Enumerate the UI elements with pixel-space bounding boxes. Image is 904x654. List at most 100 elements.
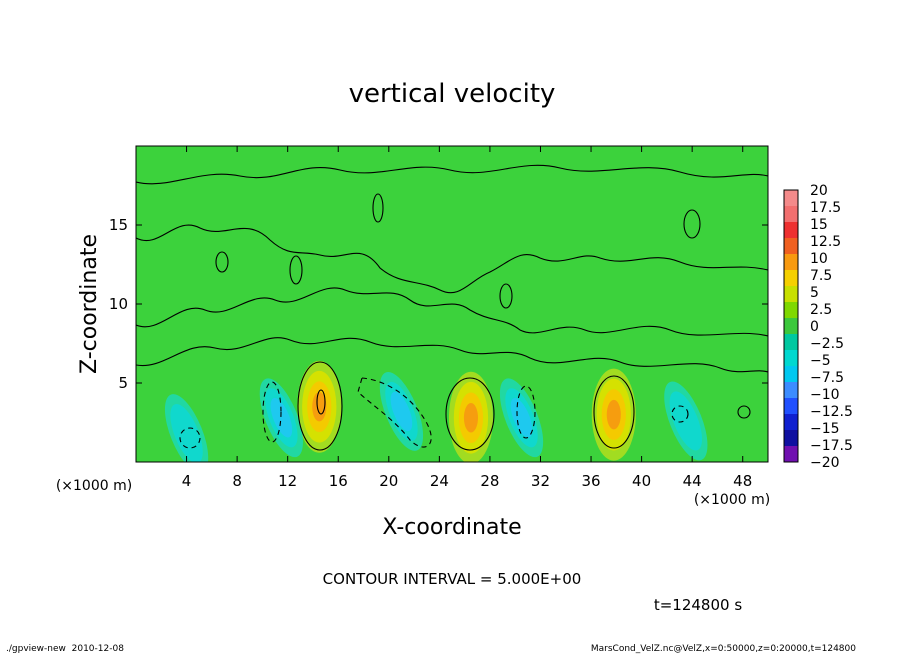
x-tick-label: 20 [379, 472, 398, 490]
colorbar-swatch [784, 414, 798, 431]
contour-top [136, 164, 768, 185]
contour-lines [136, 164, 768, 451]
y-tick-label: 5 [118, 374, 128, 392]
contour-small-2 [372, 193, 384, 223]
x-tick-label: 24 [430, 472, 449, 490]
colorbar-swatch [784, 254, 798, 271]
x-tick-label: 32 [531, 472, 550, 490]
updraft-1 [448, 371, 493, 462]
y-axis-label: Z-coordinate [77, 234, 102, 374]
contour-zero-upper [136, 224, 768, 294]
contour-zero-lower [136, 287, 768, 337]
time-label: t=124800 s [654, 596, 742, 614]
field-blob [510, 398, 533, 438]
x-tick-label: 8 [232, 472, 242, 490]
colorbar-label: −20 [810, 455, 840, 471]
contour-small-6 [737, 405, 751, 419]
colorbar-label: −12.5 [810, 404, 853, 420]
footer-left: ./gpview-new 2010-12-08 [6, 644, 124, 654]
x-tick-label: 28 [480, 472, 499, 490]
x-unit-label-right: (×1000 m) [694, 492, 770, 508]
field-blob [606, 399, 621, 430]
contour-updraft-3 [593, 375, 635, 449]
downdraft-4 [379, 372, 424, 451]
colorbar-label: 0 [810, 319, 819, 335]
contour-updraft-1-outer [297, 361, 343, 451]
contour-downdraft-5 [671, 405, 689, 423]
downdraft-7 [664, 381, 708, 461]
colorbar-label: 2.5 [810, 302, 832, 318]
footer-right: MarsCond_VelZ.nc@VelZ,x=0:50000,z=0:2000… [591, 644, 856, 654]
updraft-2 [591, 368, 636, 461]
field-blob [170, 404, 203, 462]
field-blob [390, 391, 413, 432]
downdraft-6 [164, 394, 209, 462]
colorbar-label: −2.5 [810, 336, 844, 352]
field-blob [270, 398, 293, 438]
colorbar-swatch [784, 206, 798, 223]
contour-updraft-1-inner [316, 389, 326, 415]
colorbar-label: 7.5 [810, 268, 832, 284]
colorbar-label: −10 [810, 387, 840, 403]
colorbar-swatch [784, 366, 798, 383]
field-blob [312, 391, 327, 422]
contour-small-1 [289, 255, 303, 285]
contour-small-3 [683, 209, 701, 239]
colorbar-swatch [784, 398, 798, 415]
colorbar-label: 12.5 [810, 234, 841, 250]
contour-downdraft-3 [516, 385, 536, 439]
x-tick-label: 4 [182, 472, 192, 490]
chart-title: vertical velocity [349, 79, 556, 109]
colorbar-swatch [784, 382, 798, 399]
field-blob [669, 391, 703, 451]
colorbar-swatch [784, 270, 798, 287]
colorbar-swatch [784, 302, 798, 319]
colorbar-frame [783, 189, 799, 463]
x-tick-label: 40 [632, 472, 651, 490]
colorbar-swatch [784, 350, 798, 367]
contour-mid-band [136, 337, 768, 373]
field-blob [463, 403, 478, 433]
y-axis: 5 10 15 [109, 216, 768, 392]
x-tick-label: 12 [278, 472, 297, 490]
colorbar-swatch [784, 334, 798, 351]
colorbar-label: 15 [810, 217, 828, 233]
x-axis-label: X-coordinate [382, 515, 521, 540]
colorbar-label: 10 [810, 251, 828, 267]
colorbar-swatch [784, 222, 798, 239]
plot-area [135, 145, 769, 463]
downdraft-5 [499, 378, 544, 458]
contour-small-4 [499, 283, 513, 309]
downdraft-3 [259, 378, 303, 458]
colorbar-swatch [784, 318, 798, 335]
colorbar-label: 20 [810, 183, 828, 199]
contour-updraft-2 [445, 377, 495, 451]
x-axis: 4 8 12 16 20 24 28 32 36 40 44 48 [182, 146, 752, 490]
colorbar-swatch [784, 286, 798, 303]
velocity-field [164, 360, 708, 462]
x-tick-label: 48 [733, 472, 752, 490]
colorbar-label: −7.5 [810, 370, 844, 386]
contour-downdraft-4 [179, 427, 201, 449]
colorbar-swatch [784, 446, 798, 463]
x-tick-label: 36 [581, 472, 600, 490]
x-tick-label: 16 [329, 472, 348, 490]
colorbar-swatch [784, 190, 798, 207]
colorbar-label: 5 [810, 285, 819, 301]
colorbar-label: −15 [810, 421, 840, 437]
contour-interval-label: CONTOUR INTERVAL = 5.000E+00 [323, 570, 582, 588]
colorbar-label: 17.5 [810, 200, 841, 216]
x-tick-label: 44 [683, 472, 702, 490]
contour-small-5 [215, 251, 229, 273]
colorbar-swatch [784, 430, 798, 447]
colorbar: 2017.51512.5107.552.50−2.5−5−7.5−10−12.5… [783, 183, 853, 471]
y-tick-label: 15 [109, 216, 128, 234]
colorbar-label: −5 [810, 353, 831, 369]
colorbar-label: −17.5 [810, 438, 853, 454]
contour-downdraft-1 [262, 381, 282, 443]
y-tick-label: 10 [109, 295, 128, 313]
x-unit-label-left: (×1000 m) [56, 478, 132, 494]
colorbar-swatch [784, 238, 798, 255]
updraft-0 [297, 360, 342, 453]
